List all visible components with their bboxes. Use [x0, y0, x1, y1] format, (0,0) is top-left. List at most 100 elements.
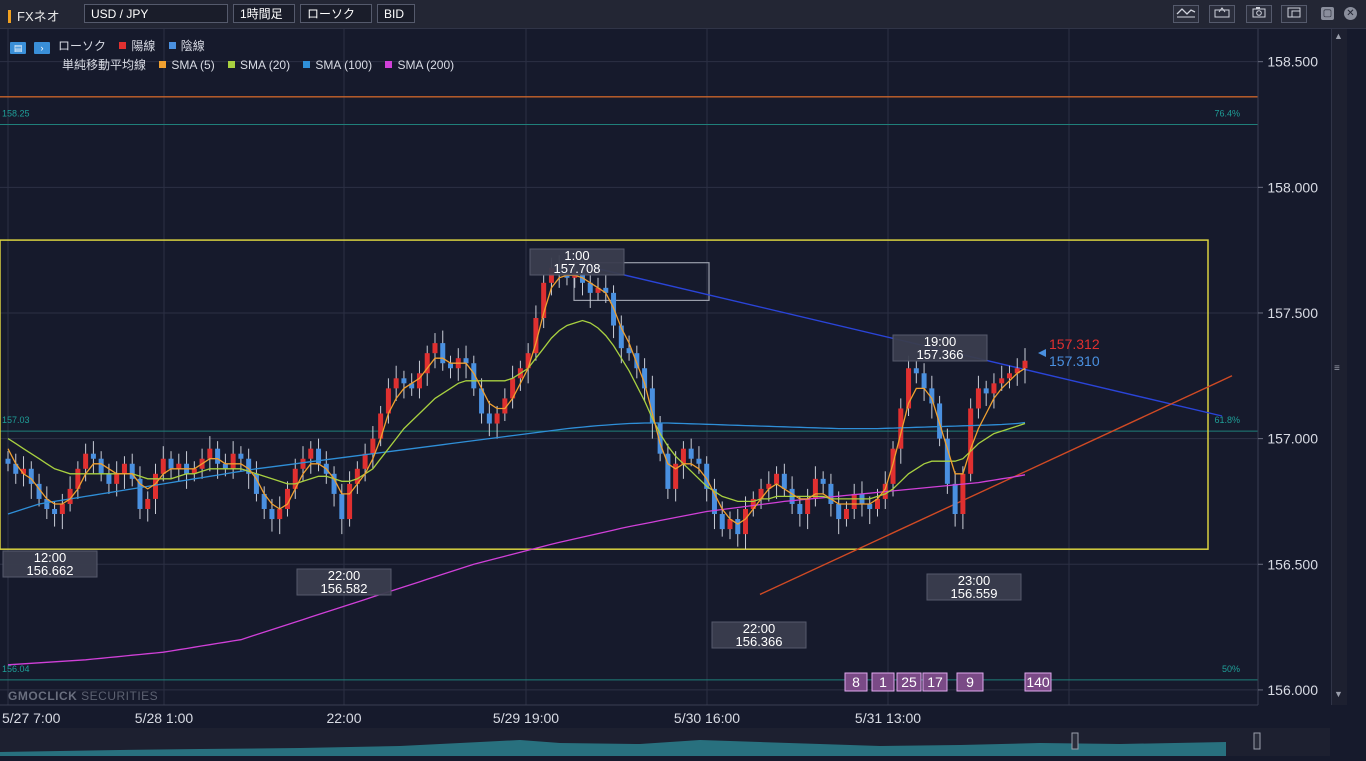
candle-up: [999, 378, 1005, 384]
scroll-up-icon[interactable]: ▲: [1334, 31, 1343, 41]
annotation-box: [892, 334, 988, 362]
candle-down: [711, 488, 717, 515]
timeframe-select[interactable]: 1時間足: [233, 4, 295, 23]
candle-up: [160, 458, 166, 474]
bid-price: 157.310: [1049, 353, 1100, 369]
y-axis-background: [1258, 29, 1331, 705]
event-badge-count: 25: [901, 674, 917, 690]
candle-up: [975, 388, 981, 409]
annotation-box: [529, 248, 625, 276]
candle-down: [409, 383, 415, 389]
event-badge[interactable]: 140: [1024, 672, 1052, 692]
candle-up: [1022, 360, 1028, 369]
x-tick-label: 5/31 13:00: [855, 710, 921, 726]
annotation-box: [926, 573, 1022, 601]
candle-up: [851, 493, 857, 509]
candle-up: [21, 468, 27, 474]
candle-down: [603, 287, 609, 293]
chart-type-select[interactable]: ローソク: [300, 4, 372, 23]
volume-overview: [0, 732, 1261, 756]
camera-icon[interactable]: [1246, 5, 1272, 23]
candle-up: [230, 453, 236, 469]
scroll-grip-icon[interactable]: ≡: [1334, 363, 1340, 374]
scroll-down-icon[interactable]: ▼: [1334, 689, 1343, 699]
candle-up: [385, 388, 391, 414]
candle-up: [75, 468, 81, 489]
toolbar: FXネオ USD / JPY 1時間足 ローソク BID ▢ ✕: [0, 0, 1366, 29]
candle-up: [1006, 373, 1012, 379]
event-badge[interactable]: 17: [922, 672, 948, 692]
candle-up: [960, 473, 966, 515]
legend-expand-icon[interactable]: ›: [34, 42, 50, 54]
currency-pair-select[interactable]: USD / JPY: [84, 4, 228, 23]
event-badge[interactable]: 9: [956, 672, 984, 692]
export-icon[interactable]: [1209, 5, 1235, 23]
close-icon[interactable]: ✕: [1344, 7, 1357, 20]
window-icon[interactable]: [1281, 5, 1307, 23]
legend-sma20: SMA (20): [228, 58, 290, 72]
candle-down: [618, 325, 624, 349]
indicator-icon[interactable]: [1173, 5, 1199, 23]
candle-down: [238, 453, 244, 459]
legend-row-sma: 単純移動平均線 SMA (5) SMA (20) SMA (100) SMA (…: [62, 56, 464, 73]
candle-up: [595, 287, 601, 293]
candle-up: [906, 368, 912, 409]
candle-up: [59, 503, 65, 515]
candle-up: [176, 463, 182, 469]
annotation-price: 156.559: [951, 586, 998, 601]
candle-up: [743, 508, 749, 535]
current-price-marker: [1038, 349, 1046, 357]
candle-down: [719, 514, 725, 530]
event-badge-count: 140: [1026, 674, 1050, 690]
candle-up: [502, 398, 508, 414]
candle-down: [486, 413, 492, 424]
candle-down: [13, 463, 19, 474]
fib-price-label: 157.03: [2, 415, 30, 425]
legend-sma100: SMA (100): [303, 58, 372, 72]
candle-up: [114, 473, 120, 484]
legend-sma200-label: SMA (200): [397, 58, 455, 72]
candle-up: [432, 343, 438, 354]
candle-down: [587, 282, 593, 293]
legend-sma200-swatch: [385, 61, 393, 68]
annotation-price: 157.708: [554, 261, 601, 276]
candlestick-chart[interactable]: 158.25 76.4%157.03 61.8%156.04 50% 12:00156…: [0, 29, 1366, 756]
candle-up: [191, 468, 197, 474]
candle-up: [890, 448, 896, 484]
vertical-scrollbar[interactable]: ▲ ≡ ▼: [1331, 29, 1347, 705]
candle-down: [44, 498, 50, 509]
legend-sma200: SMA (200): [385, 58, 454, 72]
event-badge[interactable]: 8: [844, 672, 868, 692]
minimize-icon[interactable]: ▢: [1321, 7, 1334, 20]
horizontal-scrollbar[interactable]: [0, 728, 1330, 756]
candle-up: [494, 413, 500, 424]
legend-sma5-label: SMA (5): [171, 58, 215, 72]
legend-sma5-swatch: [159, 61, 167, 68]
candle-down: [52, 508, 58, 515]
event-badge-box: [1024, 672, 1052, 692]
candle-down: [316, 448, 322, 464]
candle-down: [735, 519, 741, 535]
candle-down: [820, 478, 826, 484]
fib-price-label: 158.25: [2, 108, 30, 118]
price-type-select[interactable]: BID: [377, 4, 415, 23]
candle-down: [331, 473, 337, 494]
candle-down: [253, 473, 259, 494]
legend-up-swatch: [119, 42, 127, 49]
chart-area[interactable]: 158.25 76.4% 157.03 61.8% 156.04 50% 12:00 156…: [0, 29, 1366, 756]
candle-up: [277, 508, 283, 520]
event-badge-box: [844, 672, 868, 692]
event-badge[interactable]: 25: [896, 672, 922, 692]
event-badge[interactable]: 1: [871, 672, 895, 692]
candle-down: [222, 463, 228, 469]
sma5-line: [7, 274, 1026, 525]
legend-menu-icon[interactable]: ▤: [10, 42, 26, 54]
y-tick-label: 158.000: [1267, 179, 1318, 195]
candle-down: [657, 423, 663, 454]
legend-sma-group: 単純移動平均線: [62, 58, 147, 72]
candle-up: [968, 408, 974, 474]
candle-down: [90, 453, 96, 459]
brand-bold: GMOCLICK: [8, 689, 78, 703]
